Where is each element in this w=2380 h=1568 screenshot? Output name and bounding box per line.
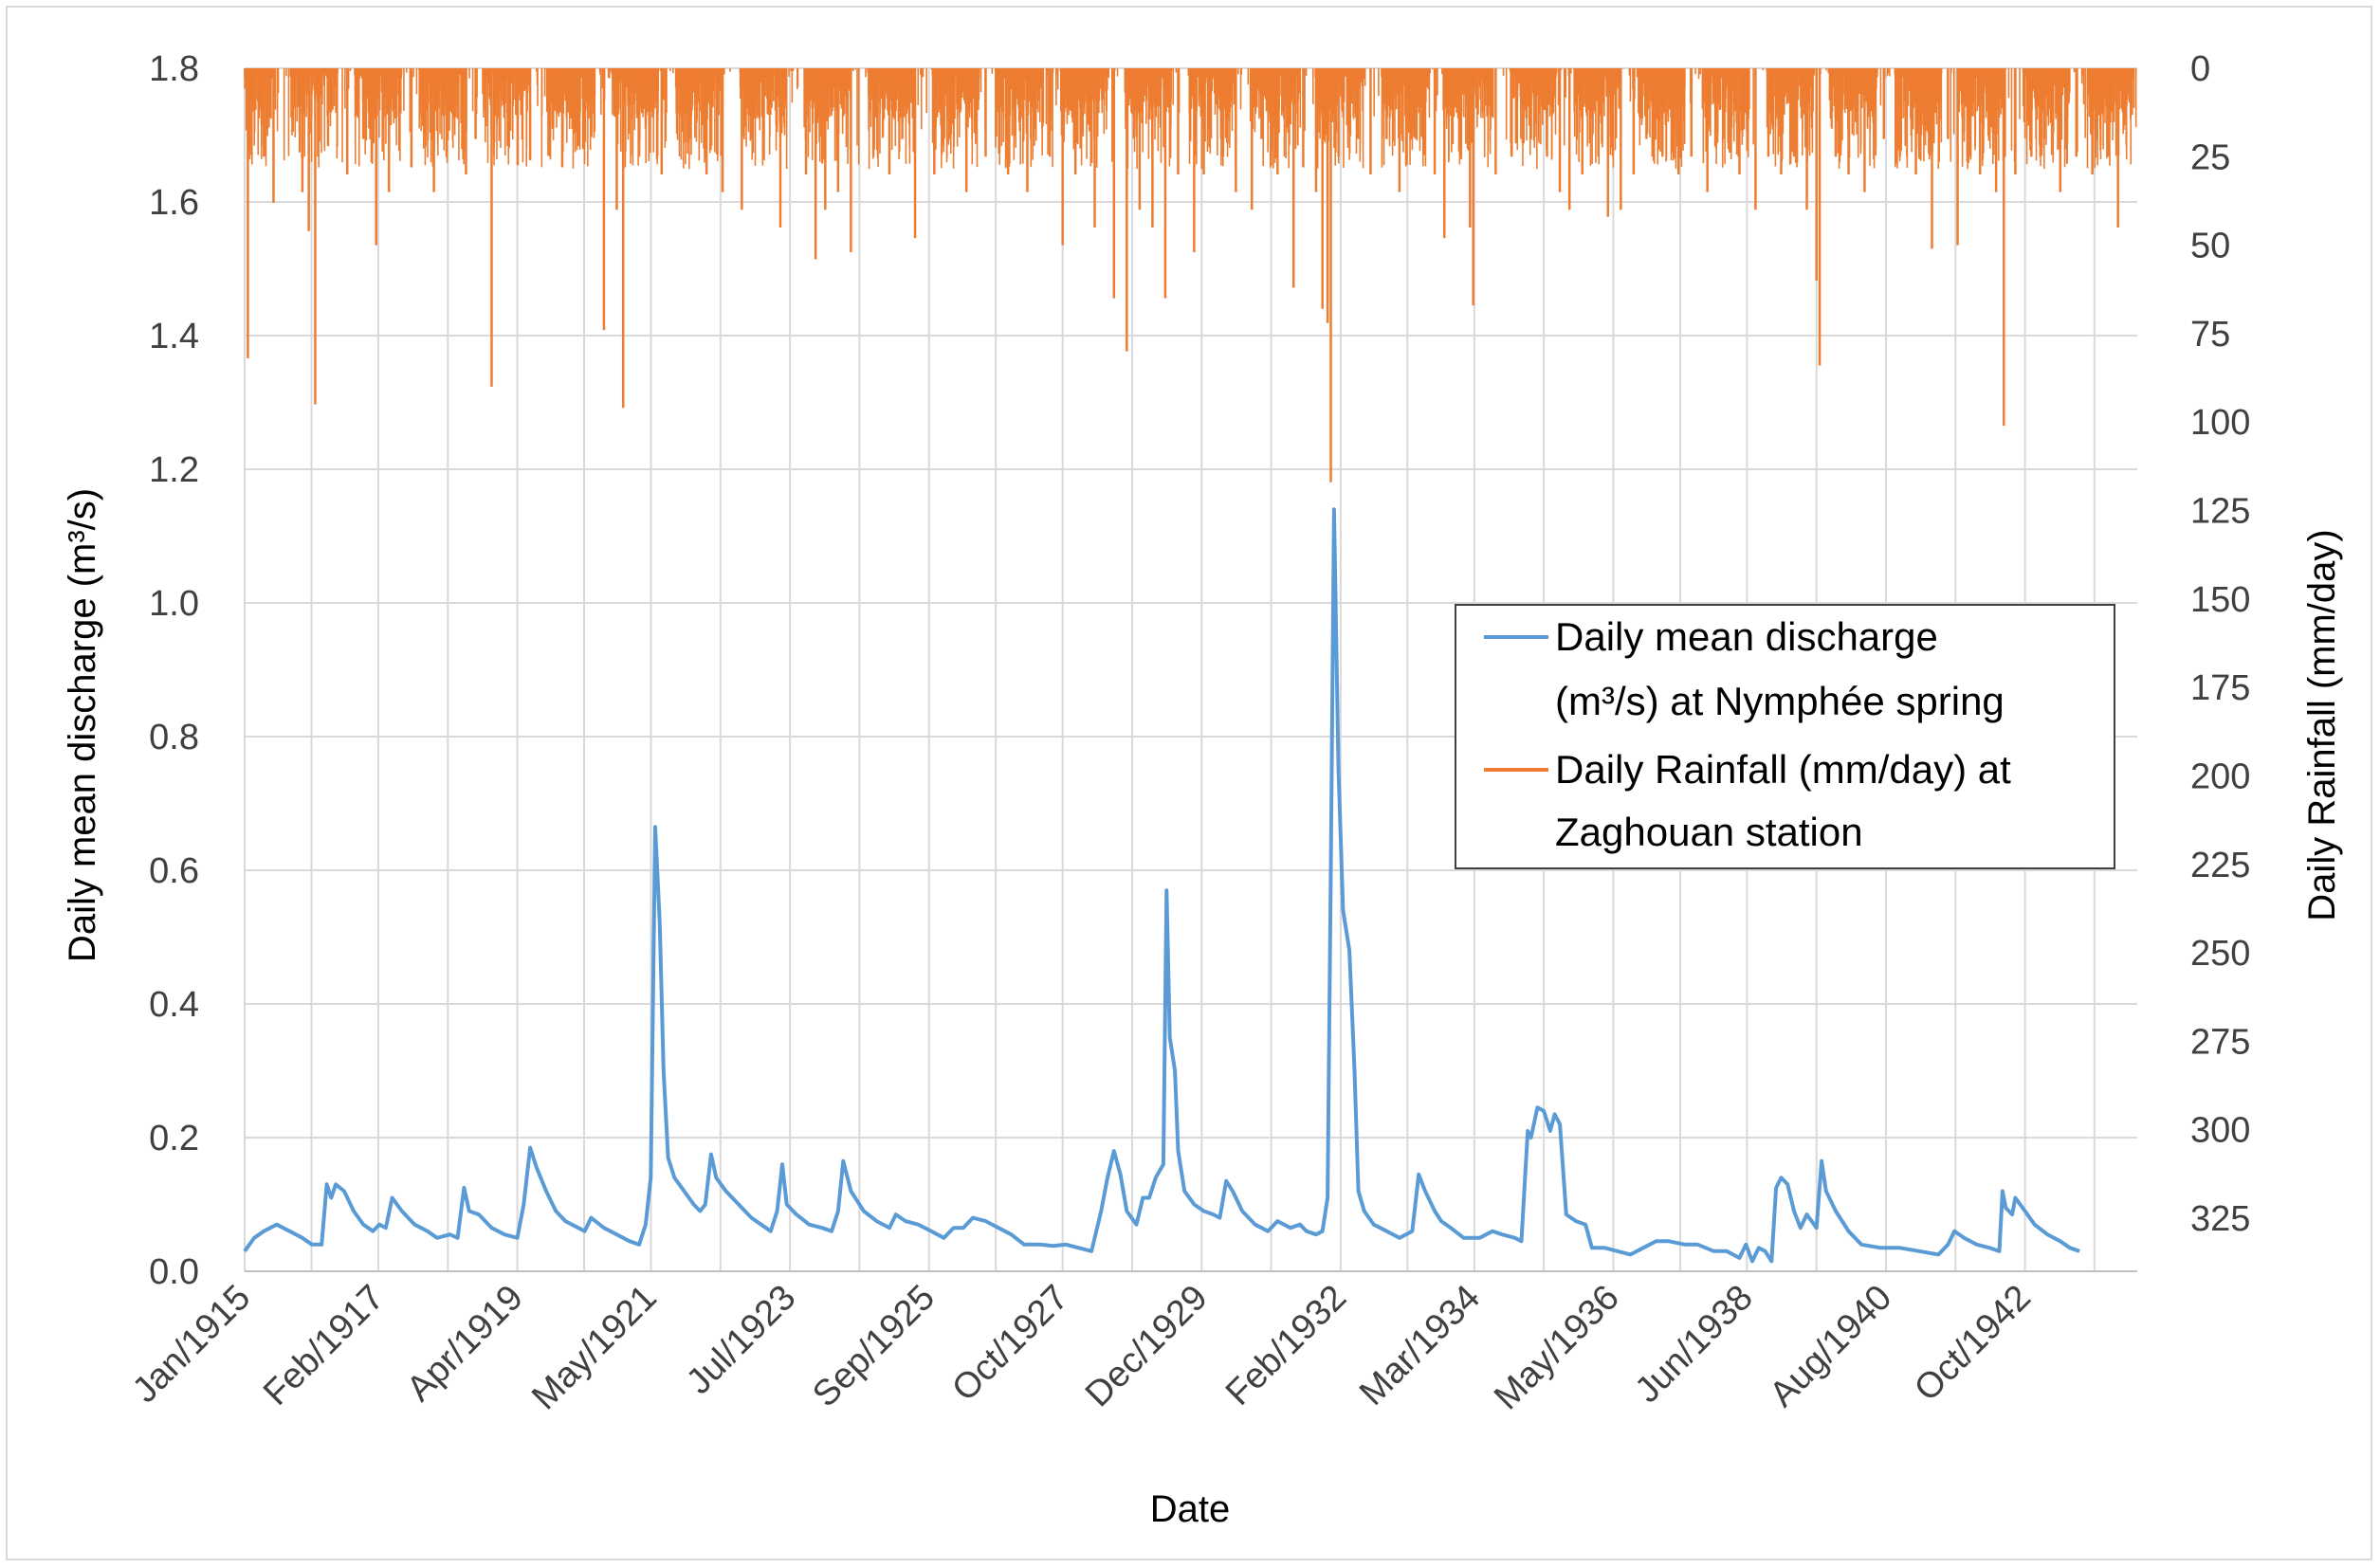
rainfall-series xyxy=(244,68,2137,483)
